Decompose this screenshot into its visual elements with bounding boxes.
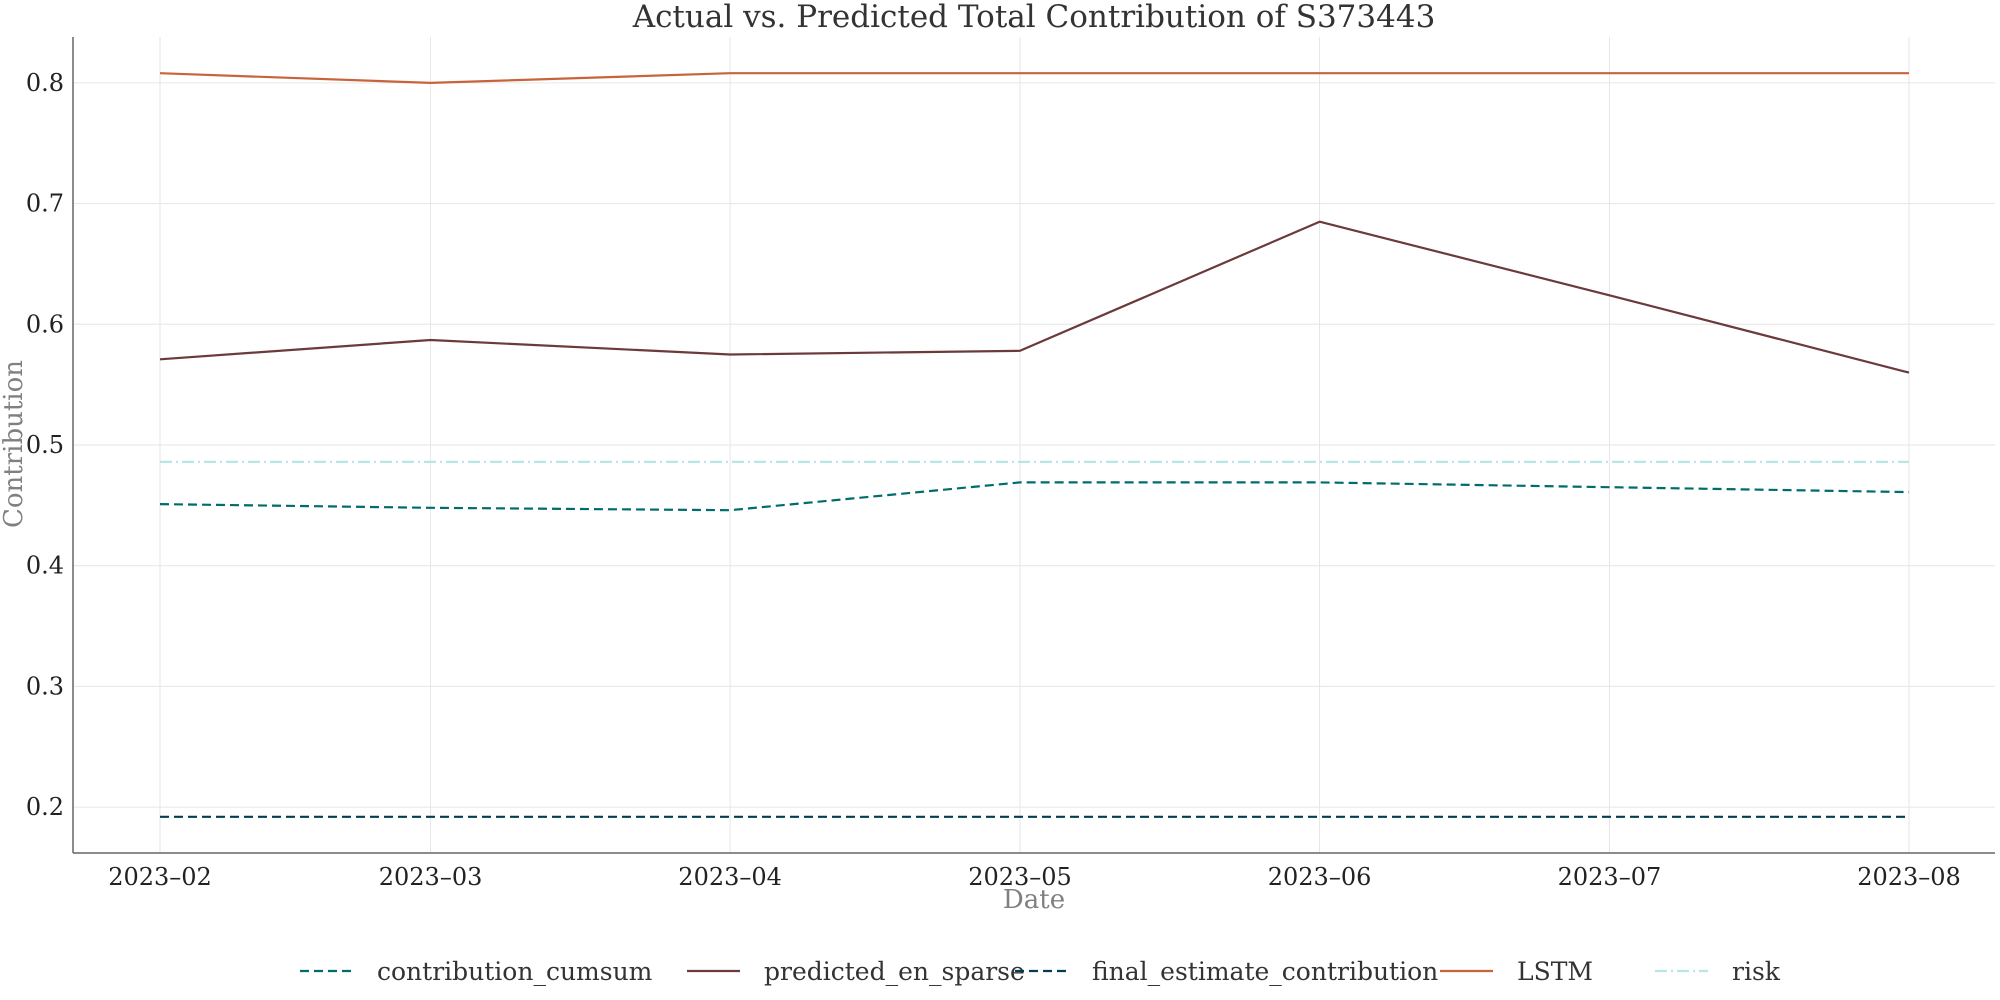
y-tick-labels: 0.2 0.3 0.4 0.5 0.6 0.7 0.8 bbox=[26, 69, 64, 821]
x-tick-label: 2023–04 bbox=[678, 863, 782, 891]
y-tick-label: 0.3 bbox=[26, 672, 64, 700]
legend-label: predicted_en_sparse bbox=[764, 957, 1025, 986]
x-tick-label: 2023–06 bbox=[1268, 863, 1372, 891]
x-tick-label: 2023–05 bbox=[968, 863, 1072, 891]
y-tick-label: 0.8 bbox=[26, 69, 64, 97]
x-tick-label: 2023–02 bbox=[108, 863, 212, 891]
x-axis-label: Date bbox=[1003, 885, 1065, 915]
y-tick-label: 0.5 bbox=[26, 431, 64, 459]
y-axis-label: Contribution bbox=[0, 360, 29, 528]
series-line-contribution-cumsum bbox=[159, 481, 1910, 512]
axes-spines bbox=[72, 37, 1995, 854]
y-tick-label: 0.6 bbox=[26, 310, 64, 338]
series-lines bbox=[159, 72, 1910, 818]
legend-label: risk bbox=[1732, 957, 1781, 986]
y-tick-label: 0.4 bbox=[26, 552, 64, 580]
x-tick-labels: 2023–02 2023–03 2023–04 2023–05 2023–06 2023–… bbox=[108, 863, 1961, 891]
series-line-lstm bbox=[159, 72, 1909, 85]
legend-label: final_estimate_contribution bbox=[1092, 957, 1438, 986]
x-tick-label: 2023–08 bbox=[1857, 863, 1961, 891]
y-tick-label: 0.2 bbox=[26, 793, 64, 821]
grid bbox=[73, 37, 1995, 853]
legend-label: contribution_cumsum bbox=[377, 957, 653, 986]
legend: contribution_cumsum predicted_en_sparse fi… bbox=[300, 957, 1781, 986]
chart-title: Actual vs. Predicted Total Contribution … bbox=[632, 0, 1436, 35]
x-tick-label: 2023–07 bbox=[1558, 863, 1662, 891]
y-tick-label: 0.7 bbox=[26, 190, 64, 218]
legend-label: LSTM bbox=[1517, 957, 1593, 986]
series-line-predicted-en-sparse bbox=[159, 220, 1910, 374]
x-tick-label: 2023–03 bbox=[379, 863, 483, 891]
